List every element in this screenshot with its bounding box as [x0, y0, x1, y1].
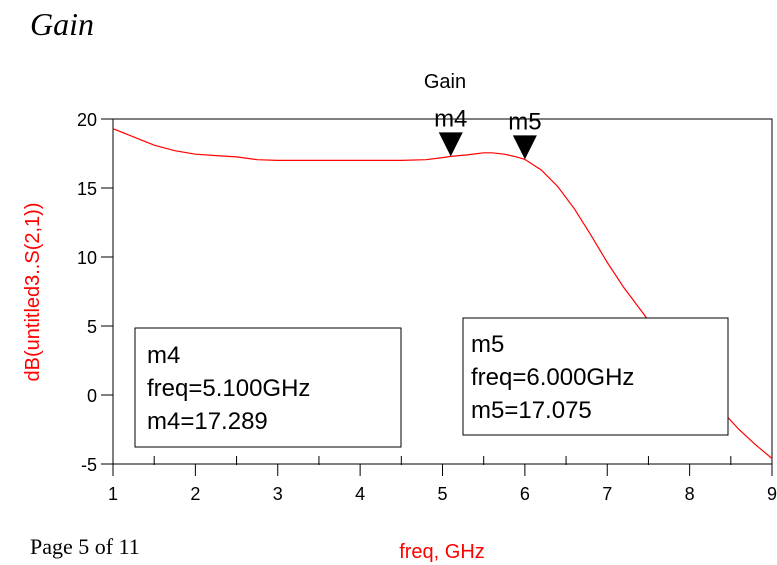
marker-m5-triangle — [512, 135, 537, 160]
marker-m4-label: m4 — [434, 105, 467, 132]
y-tick-label: 0 — [87, 386, 97, 406]
readout-m5-box — [462, 317, 729, 436]
marker-readout-m5: m5 freq=6.000GHz m5=17.075 — [462, 317, 729, 436]
y-tick-label: 5 — [87, 317, 97, 337]
readout-m4-name: m4 — [147, 342, 180, 369]
x-tick-label: 2 — [190, 484, 200, 504]
marker-m5-label: m5 — [508, 108, 541, 135]
x-tick-label: 9 — [767, 484, 777, 504]
y-tick-label: 10 — [77, 248, 97, 268]
x-axis-ticks: 1 2 3 4 5 6 7 8 9 — [108, 456, 777, 504]
marker-m4-triangle — [438, 132, 463, 157]
x-axis-label: freq, GHz — [399, 541, 485, 563]
readout-m4-value: m4=17.289 — [147, 408, 268, 435]
y-axis-ticks: 20 15 10 5 0 -5 — [77, 110, 113, 475]
y-tick-label: 15 — [77, 179, 97, 199]
readout-m4-box — [134, 327, 402, 448]
readout-m5-name: m5 — [471, 331, 504, 358]
readout-m4-freq: freq=5.100GHz — [147, 375, 310, 402]
readout-m5-value: m5=17.075 — [471, 397, 592, 424]
marker-triangles: m4 m5 — [434, 105, 542, 160]
x-tick-label: 8 — [685, 484, 695, 504]
x-tick-label: 6 — [520, 484, 530, 504]
x-tick-label: 5 — [437, 484, 447, 504]
marker-readout-m4: m4 freq=5.100GHz m4=17.289 — [134, 327, 402, 448]
y-axis-label: dB(untitled3..S(2,1)) — [22, 203, 44, 382]
page-footer: Page 5 of 11 — [30, 534, 140, 559]
x-tick-label: 4 — [355, 484, 365, 504]
x-tick-label: 1 — [108, 484, 118, 504]
y-tick-label: -5 — [81, 455, 97, 475]
y-tick-label: 20 — [77, 110, 97, 130]
page-heading: Gain — [30, 6, 94, 42]
readout-m5-freq: freq=6.000GHz — [471, 364, 634, 391]
x-tick-label: 3 — [273, 484, 283, 504]
chart-title: Gain — [424, 71, 466, 93]
x-tick-label: 7 — [602, 484, 612, 504]
